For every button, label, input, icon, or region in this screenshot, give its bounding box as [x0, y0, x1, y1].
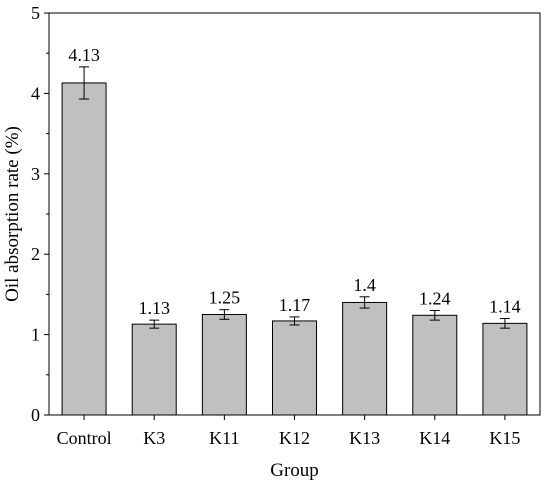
- x-axis: Control K3 K11 K12 K13 K14 K15: [57, 415, 520, 448]
- value-label-K14: 1.24: [419, 288, 451, 308]
- y-tick-label-1: 1: [31, 325, 40, 345]
- bar-K11: [201, 314, 247, 416]
- y-axis-label: Oil absorption rate (%): [2, 126, 23, 302]
- value-label-K12: 1.17: [279, 295, 311, 315]
- y-axis: 0 1 2 3 4 5: [31, 3, 49, 425]
- value-label-K13: 1.4: [353, 275, 376, 295]
- y-tick-label-5: 5: [31, 3, 40, 23]
- bars-group: [61, 82, 528, 416]
- x-tick-label-K13: K13: [349, 428, 380, 448]
- value-label-K3: 1.13: [138, 298, 170, 318]
- y-tick-label-4: 4: [31, 83, 40, 103]
- error-bars-group: [79, 66, 510, 329]
- y-tick-label-2: 2: [31, 244, 40, 264]
- bar-K12: [272, 320, 317, 416]
- x-tick-label-K14: K14: [419, 428, 450, 448]
- y-tick-label-3: 3: [31, 164, 40, 184]
- value-label-K15: 1.14: [489, 297, 521, 317]
- value-labels-group: 4.13 1.13 1.25 1.17 1.4 1.24 1.14: [68, 45, 520, 318]
- bar-Control: [61, 82, 107, 416]
- x-tick-label-K12: K12: [279, 428, 310, 448]
- bar-K13: [342, 301, 388, 416]
- value-label-K11: 1.25: [209, 288, 241, 308]
- bar-K3: [131, 323, 177, 416]
- x-axis-label: Group: [270, 460, 319, 481]
- y-tick-label-0: 0: [31, 405, 40, 425]
- x-tick-label-K3: K3: [143, 428, 165, 448]
- x-tick-label-K15: K15: [489, 428, 520, 448]
- bar-K15: [482, 322, 528, 416]
- bar-K14: [412, 314, 458, 416]
- x-tick-label-Control: Control: [57, 428, 112, 448]
- value-label-Control: 4.13: [68, 45, 100, 65]
- x-tick-label-K11: K11: [209, 428, 239, 448]
